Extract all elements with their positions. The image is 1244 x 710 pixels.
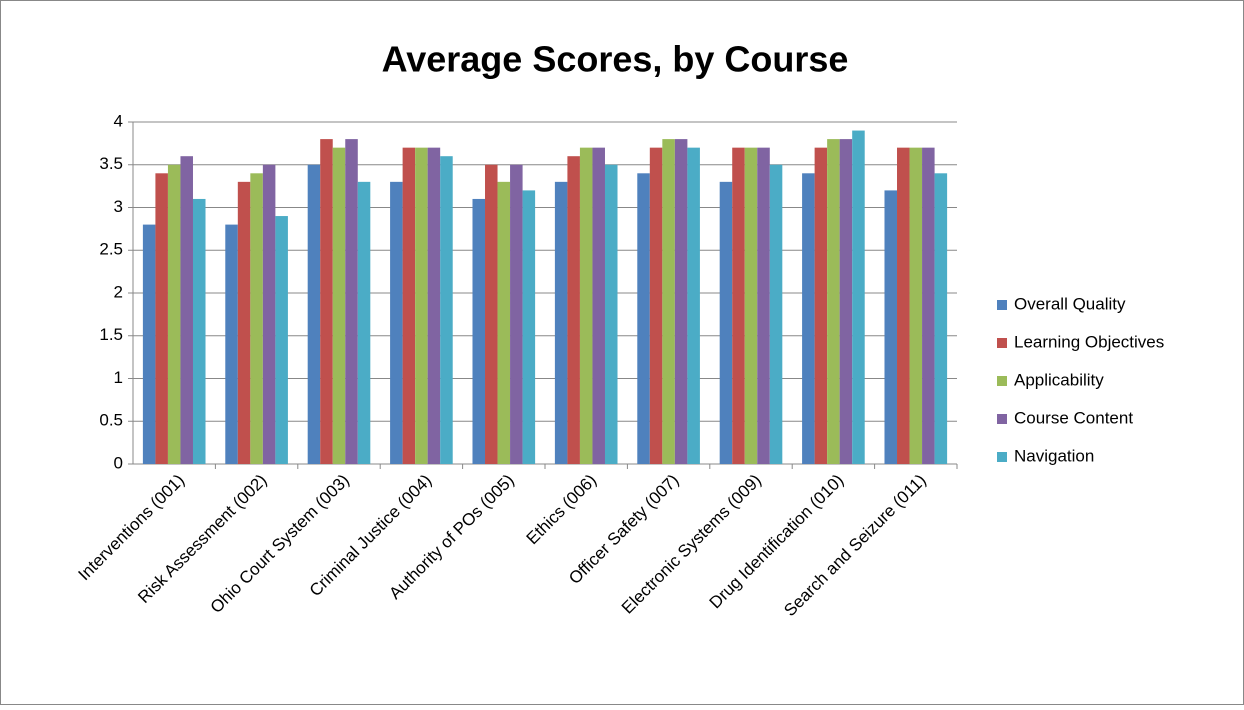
bar xyxy=(909,147,923,464)
legend-label: Learning Objectives xyxy=(1014,332,1164,351)
bar xyxy=(440,156,453,464)
bar xyxy=(402,147,416,464)
bar xyxy=(934,173,948,465)
bar xyxy=(415,147,428,464)
bar xyxy=(155,173,168,465)
bar xyxy=(592,147,605,464)
legend-swatch xyxy=(997,338,1007,348)
bar xyxy=(884,190,898,464)
bar xyxy=(687,147,700,464)
bar xyxy=(332,147,346,464)
bar xyxy=(427,147,441,464)
bar xyxy=(897,147,910,464)
bar xyxy=(719,181,733,464)
y-tick-label: 0.5 xyxy=(99,411,123,430)
bar xyxy=(922,147,935,464)
y-tick-label: 0 xyxy=(114,453,123,472)
bar xyxy=(814,147,828,464)
y-tick-label: 2.5 xyxy=(99,240,123,259)
bar xyxy=(485,164,498,464)
chart-title: Average Scores, by Course xyxy=(382,39,849,80)
bar xyxy=(180,156,193,464)
bar xyxy=(662,139,675,464)
bar xyxy=(237,181,251,464)
y-tick-label: 4 xyxy=(114,111,123,130)
bar xyxy=(250,173,263,465)
bar xyxy=(307,164,321,464)
y-tick-label: 3.5 xyxy=(99,154,123,173)
bar xyxy=(345,139,358,464)
bar xyxy=(732,147,745,464)
bar xyxy=(192,198,206,464)
bar xyxy=(510,164,523,464)
bar xyxy=(275,216,288,464)
bar xyxy=(167,164,181,464)
bar xyxy=(802,173,815,465)
legend-swatch xyxy=(997,452,1007,462)
bar xyxy=(604,164,618,464)
bar xyxy=(757,147,770,464)
bar xyxy=(357,181,371,464)
bar xyxy=(390,181,403,464)
legend-label: Overall Quality xyxy=(1014,294,1126,313)
bar xyxy=(827,139,840,464)
bar xyxy=(567,156,580,464)
bar xyxy=(262,164,276,464)
bar xyxy=(320,139,333,464)
legend-label: Applicability xyxy=(1014,370,1104,389)
y-tick-label: 1 xyxy=(114,368,123,387)
bar xyxy=(554,181,568,464)
legend-label: Navigation xyxy=(1014,446,1094,465)
legend-swatch xyxy=(997,376,1007,386)
y-tick-label: 1.5 xyxy=(99,325,123,344)
bar xyxy=(649,147,663,464)
y-tick-label: 3 xyxy=(114,197,123,216)
legend-swatch xyxy=(997,300,1007,310)
bar xyxy=(472,198,486,464)
bar xyxy=(142,224,156,464)
bar xyxy=(852,130,865,465)
bar xyxy=(674,139,688,464)
legend-swatch xyxy=(997,414,1007,424)
bar xyxy=(225,224,238,464)
legend-label: Course Content xyxy=(1014,408,1133,427)
bar xyxy=(637,173,650,465)
y-tick-label: 2 xyxy=(114,282,123,301)
bar xyxy=(769,164,783,464)
bar xyxy=(744,147,758,464)
bar xyxy=(522,190,536,464)
bar xyxy=(579,147,593,464)
bar xyxy=(839,139,853,464)
bar xyxy=(497,181,511,464)
